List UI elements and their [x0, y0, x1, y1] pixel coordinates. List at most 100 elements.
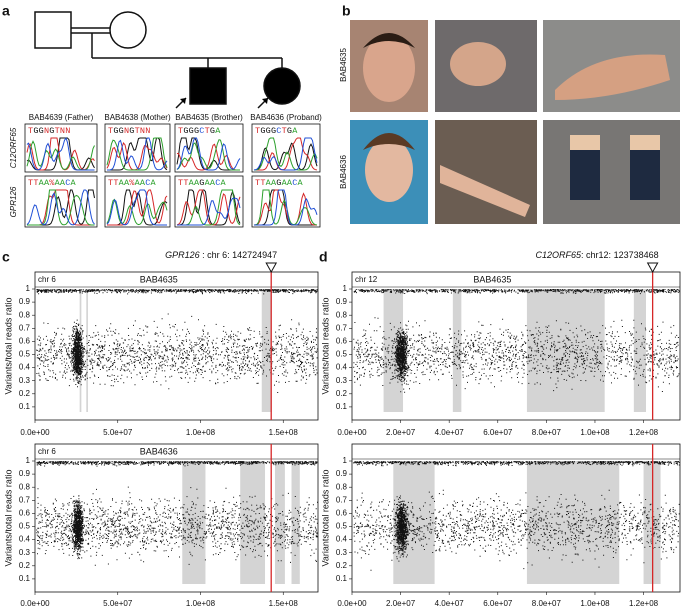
trace: [176, 189, 241, 226]
sequence: TTAA%AACA: [28, 178, 77, 188]
y-tick-label: 0.9: [19, 297, 31, 306]
y-tick-label: 0.5: [19, 350, 31, 359]
y-tick-label: 0.3: [19, 376, 31, 385]
y-tick-label: 0.4: [19, 363, 31, 372]
y-tick-label: 0.5: [336, 522, 348, 531]
sequence: TGGGCTGA: [178, 126, 221, 136]
y-tick-label: 0.2: [19, 389, 31, 398]
pedigree: [34, 11, 301, 109]
chromatograms: BAB4639 (Father) TGGNGTNN TTAA%AACA BAB4638…: [24, 113, 322, 228]
x-tick-label: 0.0e+00: [20, 428, 50, 437]
sample-name: BAB4636 (Proband): [250, 113, 322, 122]
y-tick-label: 0.4: [336, 535, 348, 544]
annotation-locus: : chr 6:: [200, 250, 233, 260]
y-tick-label: 0.7: [19, 323, 31, 332]
shaded-region: [383, 289, 404, 412]
trace: [253, 189, 317, 226]
annotation-position: 123738468: [614, 250, 659, 260]
trace: [254, 189, 318, 226]
plots: 0.1 0.2 0.3 0.4 0.5 0.6 0.7 0.8 0.9 1 0.0e+00 5.0e+…: [2, 249, 681, 608]
sample-name: BAB4635 (Brother): [175, 113, 243, 122]
y-tick-label: 0.2: [336, 561, 348, 570]
y-tick-label: 0.6: [19, 509, 31, 518]
y-tick-label: 0.6: [336, 337, 348, 346]
annotation-position: 142724947: [232, 250, 277, 260]
trace: [253, 142, 318, 171]
x-tick-label: 8.0e+07: [532, 599, 562, 608]
y-tick-label: 0.1: [19, 402, 31, 411]
y-tick-label: 1: [26, 284, 31, 293]
y-tick-label: 0.6: [19, 337, 31, 346]
variant-points: [36, 461, 318, 566]
y-tick-label: 0.6: [336, 509, 348, 518]
y-tick-label: 0.9: [336, 469, 348, 478]
shaded-region: [182, 461, 206, 584]
trace: [26, 189, 95, 226]
marker-triangle: [265, 262, 278, 274]
chr-label: chr 6: [38, 275, 56, 284]
scatter-plot: 0.1 0.2 0.3 0.4 0.5 0.6 0.7 0.8 0.9 1 0.0e+00 2.0e+…: [319, 249, 681, 437]
scatter-plot: 0.1 0.2 0.3 0.4 0.5 0.6 0.7 0.8 0.9 1 0.0e+00 5.0e+…: [2, 249, 319, 437]
panel-label: b: [342, 3, 351, 19]
trace: [176, 139, 240, 171]
trace: [106, 189, 167, 226]
y-tick-label: 0.8: [19, 482, 31, 491]
x-tick-label: 6.0e+07: [483, 599, 513, 608]
annotation-locus: : chr12:: [581, 250, 614, 260]
sequence: TGGNGTNN: [28, 126, 71, 136]
y-tick-label: 0.2: [19, 561, 31, 570]
y-tick-label: 0.8: [336, 310, 348, 319]
y-tick-label: 0.2: [336, 389, 348, 398]
annotation-gene: C12ORF65: [536, 250, 583, 260]
sample-label: BAB4635: [339, 48, 348, 82]
sequence: TTAA%AACA: [108, 178, 157, 188]
trace: [254, 137, 318, 171]
chromatogram-box: [104, 123, 171, 173]
sequence: TTAAGAACA: [178, 178, 227, 188]
x-tick-label: 2.0e+07: [386, 599, 416, 608]
trace: [176, 137, 241, 171]
y-tick-label: 0.4: [19, 535, 31, 544]
gene-label: C12ORF65: [9, 127, 18, 168]
trace: [106, 137, 168, 171]
x-tick-label: 4.0e+07: [435, 599, 465, 608]
y-tick-label: 0.7: [336, 495, 348, 504]
shaded-region: [261, 289, 272, 412]
x-tick-label: 1.5e+08: [269, 428, 299, 437]
y-tick-label: 0.5: [19, 522, 31, 531]
x-tick-label: 1.0e+08: [580, 428, 610, 437]
x-tick-label: 1.0e+08: [186, 599, 216, 608]
trace: [26, 137, 95, 171]
shaded-region: [526, 461, 620, 584]
x-tick-label: 1.5e+08: [269, 599, 299, 608]
gene-label: GPR126: [9, 186, 18, 217]
x-tick-label: 4.0e+07: [435, 428, 465, 437]
scatter-plot: 0.1 0.2 0.3 0.4 0.5 0.6 0.7 0.8 0.9 1 0.0e+00 5.0e+…: [3, 443, 319, 608]
annotation: C12ORF65: chr12: 123738468: [536, 250, 659, 260]
trace: [107, 137, 168, 171]
scatter-plot: 0.1 0.2 0.3 0.4 0.5 0.6 0.7 0.8 0.9 1 0.0e+00 2.0e+…: [320, 443, 681, 608]
y-tick-label: 0.7: [19, 495, 31, 504]
y-axis-label: Variants/total reads ratio: [3, 470, 13, 567]
y-tick-label: 1: [26, 456, 31, 465]
y-tick-label: 0.7: [336, 323, 348, 332]
x-tick-label: 1.0e+08: [186, 428, 216, 437]
y-tick-label: 1: [343, 284, 348, 293]
x-tick-label: 1.2e+08: [629, 599, 659, 608]
x-tick-label: 0.0e+00: [337, 599, 367, 608]
y-tick-label: 0.9: [336, 297, 348, 306]
y-tick-label: 0.8: [19, 310, 31, 319]
y-tick-label: 0.3: [336, 548, 348, 557]
trace: [254, 137, 318, 171]
x-tick-label: 0.0e+00: [20, 599, 50, 608]
y-tick-label: 1: [343, 456, 348, 465]
sample-title: BAB4635: [473, 274, 511, 284]
annotation-gene: GPR126: [165, 250, 200, 260]
sample-name: BAB4638 (Mother): [104, 113, 171, 122]
annotation: GPR126 : chr 6: 142724947: [165, 250, 277, 260]
y-axis-label: Variants/total reads ratio: [3, 298, 13, 395]
y-tick-label: 0.5: [336, 350, 348, 359]
sample-label: BAB4636: [339, 155, 348, 189]
chr-label: chr 12: [355, 275, 378, 284]
